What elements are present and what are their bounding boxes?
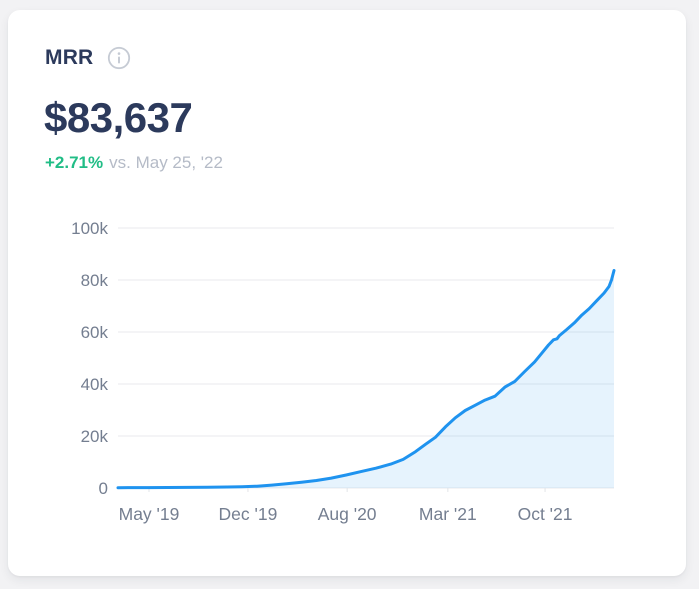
y-axis-label-40k: 40k	[81, 375, 109, 394]
x-axis-label: Dec '19	[219, 504, 278, 524]
x-axis-label: May '19	[119, 504, 180, 524]
y-axis-label-100k: 100k	[71, 219, 108, 238]
mrr-area-fill	[118, 270, 614, 488]
y-axis-label-20k: 20k	[81, 427, 109, 446]
x-axis-label: Aug '20	[318, 504, 377, 524]
y-axis-label-80k: 80k	[81, 271, 109, 290]
delta-percent: +2.71%	[45, 153, 104, 172]
x-axis-label: Oct '21	[518, 504, 573, 524]
y-axis-label-60k: 60k	[81, 323, 109, 342]
delta-comparison: vs. May 25, '22	[109, 153, 223, 172]
mrr-card: MRR $83,637 +2.71% vs. May 25, '22 0 20k 4…	[8, 10, 686, 576]
card-header: MRR	[45, 46, 131, 70]
y-axis-label-0: 0	[99, 479, 108, 498]
mrr-value: $83,637	[44, 94, 193, 141]
mrr-line	[116, 269, 616, 490]
info-icon[interactable]	[107, 46, 131, 70]
mrr-chart[interactable]: 0 20k 40k 60k 80k 100k May '19 Dec '19 Aug '20 Ma…	[8, 205, 668, 535]
x-axis-label: Mar '21	[419, 504, 477, 524]
mrr-delta: +2.71% vs. May 25, '22	[45, 153, 223, 173]
card-title: MRR	[45, 46, 94, 69]
